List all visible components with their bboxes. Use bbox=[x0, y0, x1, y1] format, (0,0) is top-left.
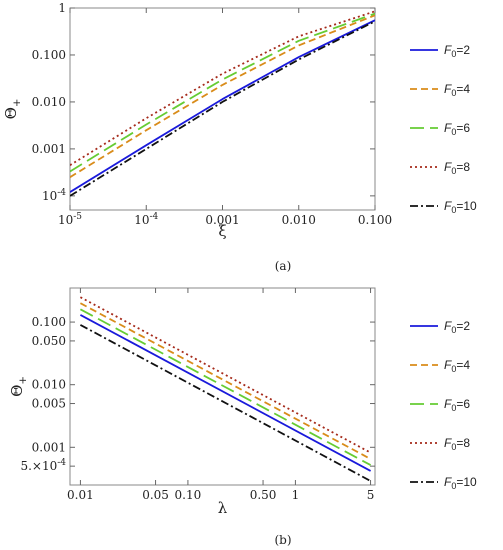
legend-label: F0=10 bbox=[444, 475, 477, 491]
chart-panel: 10-5 10-4 0.001 0.010 0.100 10-4 0.001 0.010 0.1… bbox=[2, 1, 477, 273]
series-line bbox=[79, 324, 372, 482]
x-tick-label: 5 bbox=[367, 488, 375, 502]
series-group bbox=[79, 296, 372, 482]
legend: F0=2 F0=4 F0=6 F0=8 F0=10 bbox=[410, 43, 477, 215]
legend: F0=2 F0=4 F0=6 F0=8 F0=10 bbox=[410, 319, 477, 491]
x-axis-label: ξ bbox=[218, 222, 226, 240]
y-tick-label: 0.001 bbox=[32, 142, 66, 156]
y-tick-label: 0.100 bbox=[32, 315, 66, 329]
plot-frame bbox=[69, 287, 376, 486]
series-line bbox=[79, 296, 372, 454]
x-tick-label: 10-5 bbox=[58, 212, 82, 227]
series-line bbox=[79, 308, 372, 466]
x-tick-label: 0.05 bbox=[142, 488, 169, 502]
series-line bbox=[70, 14, 375, 178]
series-line bbox=[79, 302, 372, 460]
legend-label: F0=8 bbox=[444, 160, 470, 176]
y-tick-label: 5.×10-4 bbox=[20, 458, 66, 473]
x-tick-label: 0.010 bbox=[282, 213, 316, 227]
x-tick-label: 0.50 bbox=[250, 488, 277, 502]
y-axis-label: Θ+ bbox=[8, 376, 29, 397]
y-axis-label: Θ+ bbox=[2, 99, 23, 120]
series-group bbox=[70, 10, 375, 197]
legend-label: F0=6 bbox=[444, 121, 470, 137]
series-line bbox=[70, 20, 375, 197]
series-line bbox=[70, 10, 375, 166]
x-tick-label: 0.10 bbox=[175, 488, 202, 502]
panel-caption: (b) bbox=[274, 533, 291, 547]
legend-label: F0=10 bbox=[444, 199, 477, 215]
series-line bbox=[79, 314, 372, 472]
legend-label: F0=4 bbox=[444, 358, 470, 374]
x-tick-label: 0.001 bbox=[205, 213, 239, 227]
x-tick-label: 0.01 bbox=[67, 488, 94, 502]
panel-caption: (a) bbox=[275, 259, 292, 273]
y-tick-label: 10-4 bbox=[42, 188, 66, 203]
legend-label: F0=2 bbox=[444, 319, 470, 335]
y-tick-label: 0.001 bbox=[32, 440, 66, 454]
x-axis-label: λ bbox=[218, 499, 228, 517]
chart-panel: 0.01 0.05 0.10 0.50 1 5 5.×10-4 0.001 0.005 0.010… bbox=[8, 287, 477, 547]
y-tick-label: 0.010 bbox=[32, 378, 66, 392]
x-tick-label: 1 bbox=[292, 488, 300, 502]
x-tick-label: 10-4 bbox=[134, 212, 158, 227]
y-tick-label: 0.100 bbox=[32, 48, 66, 62]
series-line bbox=[70, 12, 375, 173]
x-tick-label: 0.100 bbox=[358, 213, 392, 227]
legend-label: F0=8 bbox=[444, 436, 470, 452]
y-tick-label: 1 bbox=[58, 1, 66, 15]
legend-label: F0=2 bbox=[444, 43, 470, 59]
y-tick-label: 0.050 bbox=[32, 334, 66, 348]
series-line bbox=[70, 19, 375, 193]
legend-label: F0=6 bbox=[444, 397, 470, 413]
legend-label: F0=4 bbox=[444, 82, 470, 98]
y-tick-label: 0.005 bbox=[32, 397, 66, 411]
plot-frame bbox=[69, 7, 376, 211]
y-tick-label: 0.010 bbox=[32, 95, 66, 109]
